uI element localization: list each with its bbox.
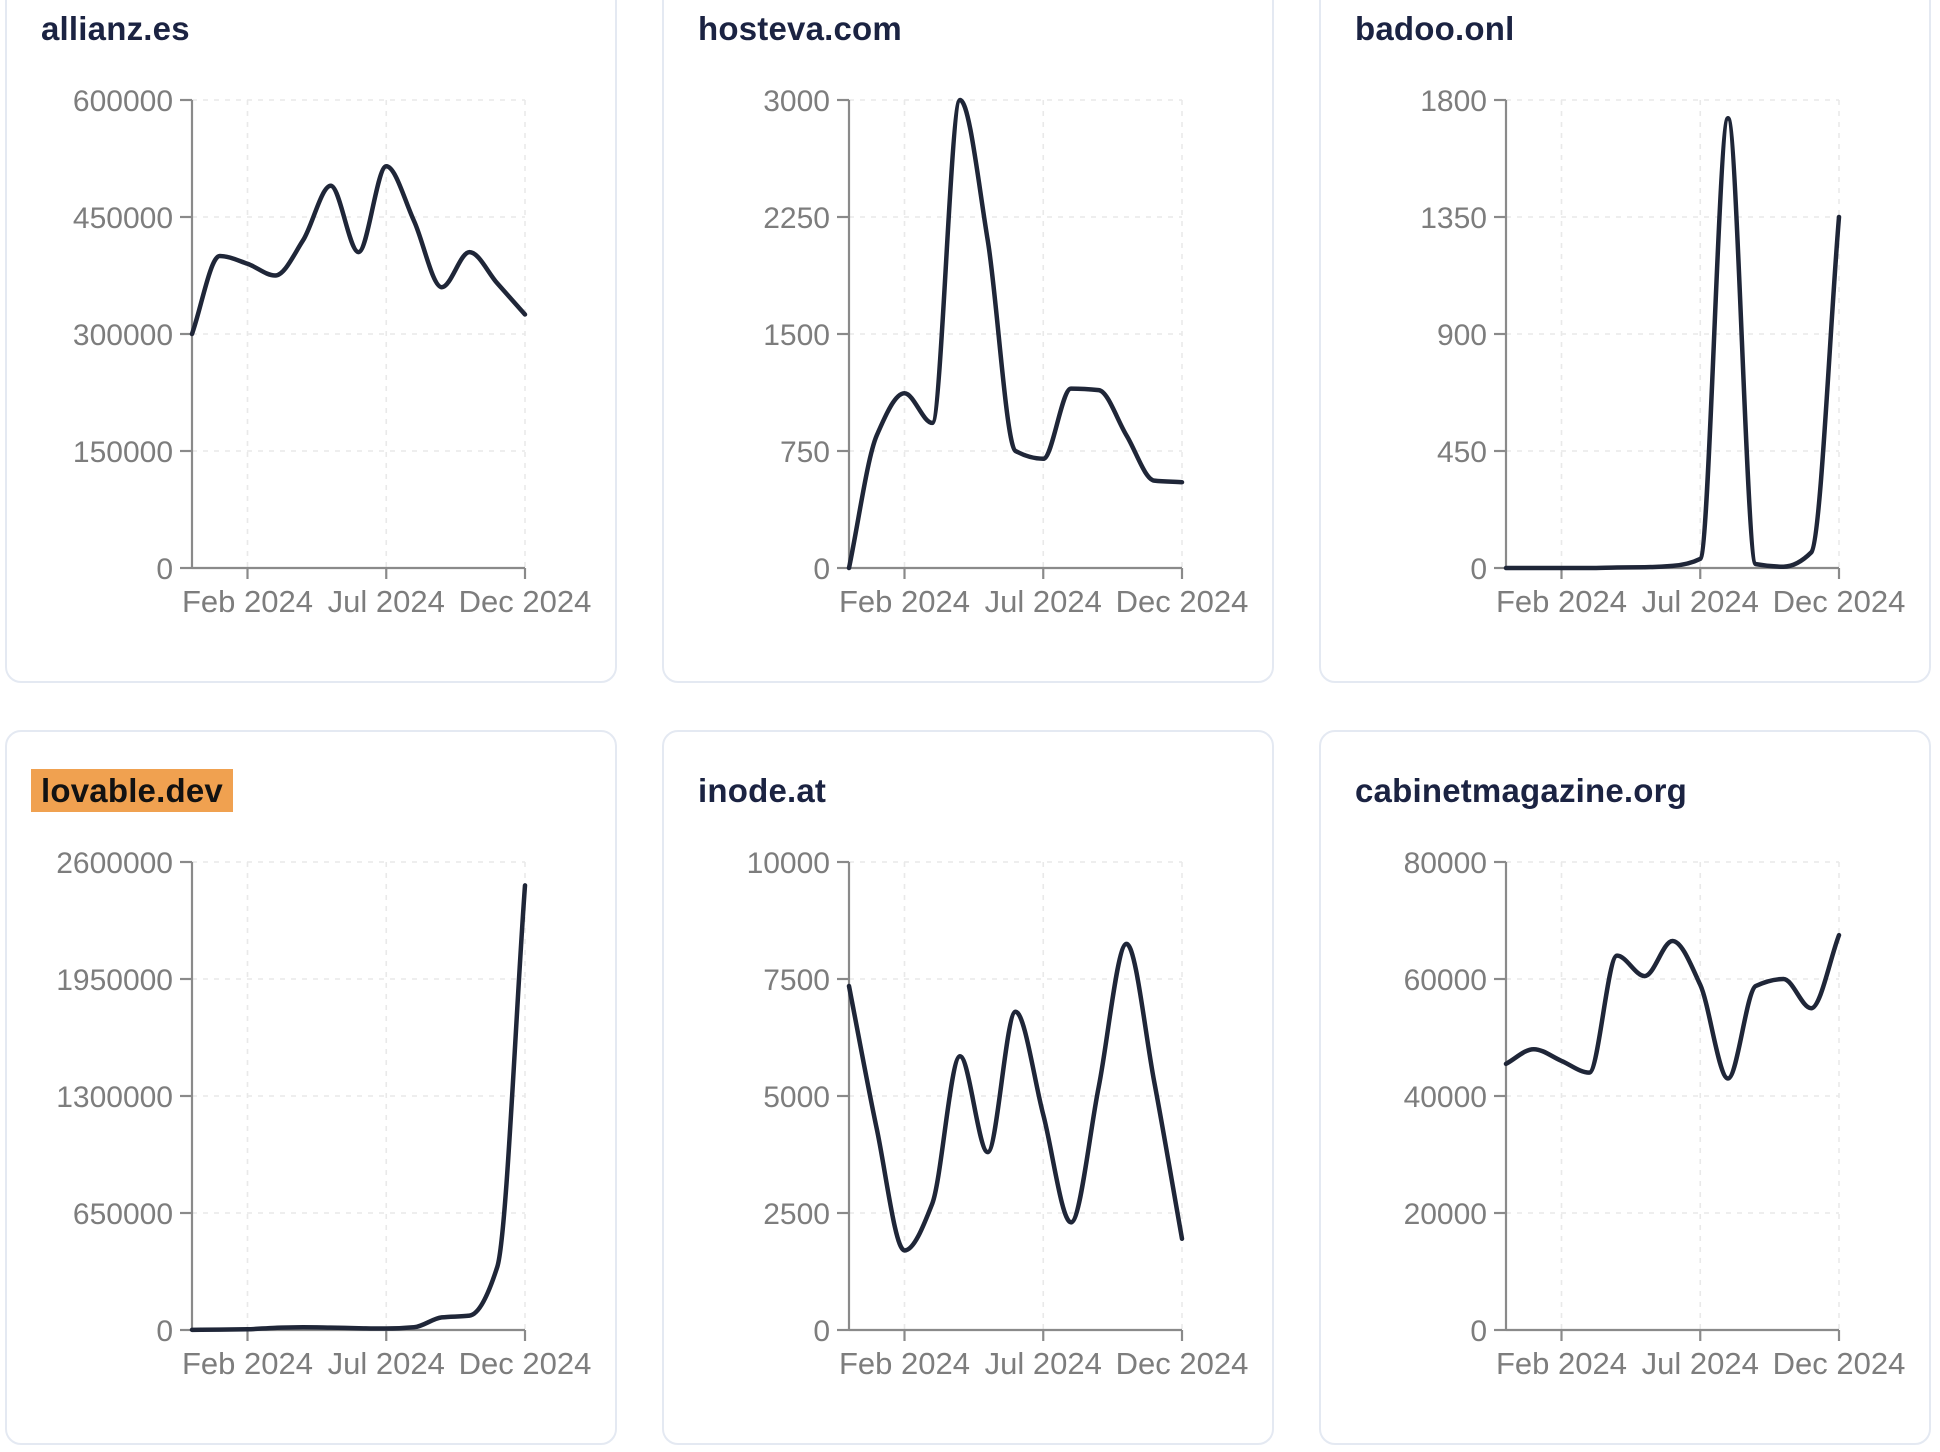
svg-text:Jul 2024: Jul 2024 <box>1642 1346 1759 1381</box>
traffic-line-chart: 0 450 900 1350 1800 Feb 2024 Jul 2024 Dec 2024 <box>1420 85 1906 619</box>
svg-text:300000: 300000 <box>73 319 173 352</box>
svg-text:0: 0 <box>813 553 830 586</box>
domain-name: cabinetmagazine.org <box>1355 772 1688 809</box>
svg-text:80000: 80000 <box>1404 847 1487 880</box>
svg-text:1950000: 1950000 <box>56 964 173 997</box>
svg-text:900: 900 <box>1437 319 1487 352</box>
domain-name: hosteva.com <box>698 10 902 47</box>
svg-text:Feb 2024: Feb 2024 <box>839 1346 970 1381</box>
svg-text:Feb 2024: Feb 2024 <box>839 584 970 619</box>
svg-text:Jul 2024: Jul 2024 <box>328 1346 445 1381</box>
traffic-line-chart: 0 650000 1300000 1950000 2600000 Feb 2024 Jul … <box>56 847 592 1381</box>
domain-card[interactable]: badoo.onl 0 450 900 1350 1800 Feb 2024 Jul 202… <box>1319 0 1931 683</box>
svg-text:Dec 2024: Dec 2024 <box>1773 584 1906 619</box>
svg-text:Jul 2024: Jul 2024 <box>1642 584 1759 619</box>
svg-text:7500: 7500 <box>763 964 830 997</box>
svg-text:10000: 10000 <box>747 847 830 880</box>
traffic-line-chart: 0 150000 300000 450000 600000 Feb 2024 Jul 202… <box>73 85 592 619</box>
domain-name: allianz.es <box>41 10 190 47</box>
card-title: hosteva.com <box>698 10 902 48</box>
svg-text:0: 0 <box>156 553 173 586</box>
svg-text:2500: 2500 <box>763 1198 830 1231</box>
card-title: inode.at <box>698 772 826 810</box>
traffic-line-chart: 0 750 1500 2250 3000 Feb 2024 Jul 2024 Dec 2024 <box>763 85 1249 619</box>
svg-text:20000: 20000 <box>1404 1198 1487 1231</box>
card-title: badoo.onl <box>1355 10 1514 48</box>
svg-text:Dec 2024: Dec 2024 <box>459 584 592 619</box>
card-title: lovable.dev <box>31 769 233 812</box>
svg-text:40000: 40000 <box>1404 1081 1487 1114</box>
svg-text:1800: 1800 <box>1420 85 1487 118</box>
svg-text:750: 750 <box>780 436 830 469</box>
traffic-line-chart: 0 20000 40000 60000 80000 Feb 2024 Jul 2024 Dec… <box>1404 847 1906 1381</box>
svg-text:Dec 2024: Dec 2024 <box>1773 1346 1906 1381</box>
domain-name: badoo.onl <box>1355 10 1515 47</box>
svg-text:Dec 2024: Dec 2024 <box>459 1346 592 1381</box>
svg-text:150000: 150000 <box>73 436 173 469</box>
domain-card[interactable]: inode.at 0 2500 5000 7500 10000 Feb 2024 Jul 2… <box>662 730 1274 1445</box>
svg-text:Feb 2024: Feb 2024 <box>182 584 313 619</box>
svg-text:650000: 650000 <box>73 1198 173 1231</box>
svg-text:2250: 2250 <box>763 202 830 235</box>
svg-text:Dec 2024: Dec 2024 <box>1116 584 1249 619</box>
domain-card[interactable]: hosteva.com 0 750 1500 2250 3000 Feb 2024 Jul … <box>662 0 1274 683</box>
svg-text:3000: 3000 <box>763 85 830 118</box>
svg-text:Jul 2024: Jul 2024 <box>985 1346 1102 1381</box>
domain-card[interactable]: allianz.es 0 150000 300000 450000 600000 Feb … <box>5 0 617 683</box>
svg-text:450: 450 <box>1437 436 1487 469</box>
svg-text:1300000: 1300000 <box>56 1081 173 1114</box>
card-title: cabinetmagazine.org <box>1355 772 1687 810</box>
svg-text:600000: 600000 <box>73 85 173 118</box>
card-title: allianz.es <box>41 10 190 48</box>
domain-card[interactable]: lovable.dev 0 650000 1300000 1950000 2600000… <box>5 730 617 1445</box>
domain-card[interactable]: cabinetmagazine.org 0 20000 40000 60000 8000… <box>1319 730 1931 1445</box>
svg-text:Jul 2024: Jul 2024 <box>985 584 1102 619</box>
traffic-line-chart: 0 2500 5000 7500 10000 Feb 2024 Jul 2024 Dec 20… <box>747 847 1249 1381</box>
svg-text:60000: 60000 <box>1404 964 1487 997</box>
domain-name: inode.at <box>698 772 827 809</box>
svg-text:1350: 1350 <box>1420 202 1487 235</box>
svg-text:Jul 2024: Jul 2024 <box>328 584 445 619</box>
svg-text:0: 0 <box>1470 553 1487 586</box>
svg-text:Feb 2024: Feb 2024 <box>182 1346 313 1381</box>
svg-text:Dec 2024: Dec 2024 <box>1116 1346 1249 1381</box>
svg-text:1500: 1500 <box>763 319 830 352</box>
svg-text:2600000: 2600000 <box>56 847 173 880</box>
svg-text:5000: 5000 <box>763 1081 830 1114</box>
svg-text:0: 0 <box>813 1315 830 1348</box>
svg-text:450000: 450000 <box>73 202 173 235</box>
svg-text:0: 0 <box>1470 1315 1487 1348</box>
domain-name: lovable.dev <box>31 769 233 812</box>
svg-text:Feb 2024: Feb 2024 <box>1496 584 1627 619</box>
svg-text:0: 0 <box>156 1315 173 1348</box>
svg-text:Feb 2024: Feb 2024 <box>1496 1346 1627 1381</box>
